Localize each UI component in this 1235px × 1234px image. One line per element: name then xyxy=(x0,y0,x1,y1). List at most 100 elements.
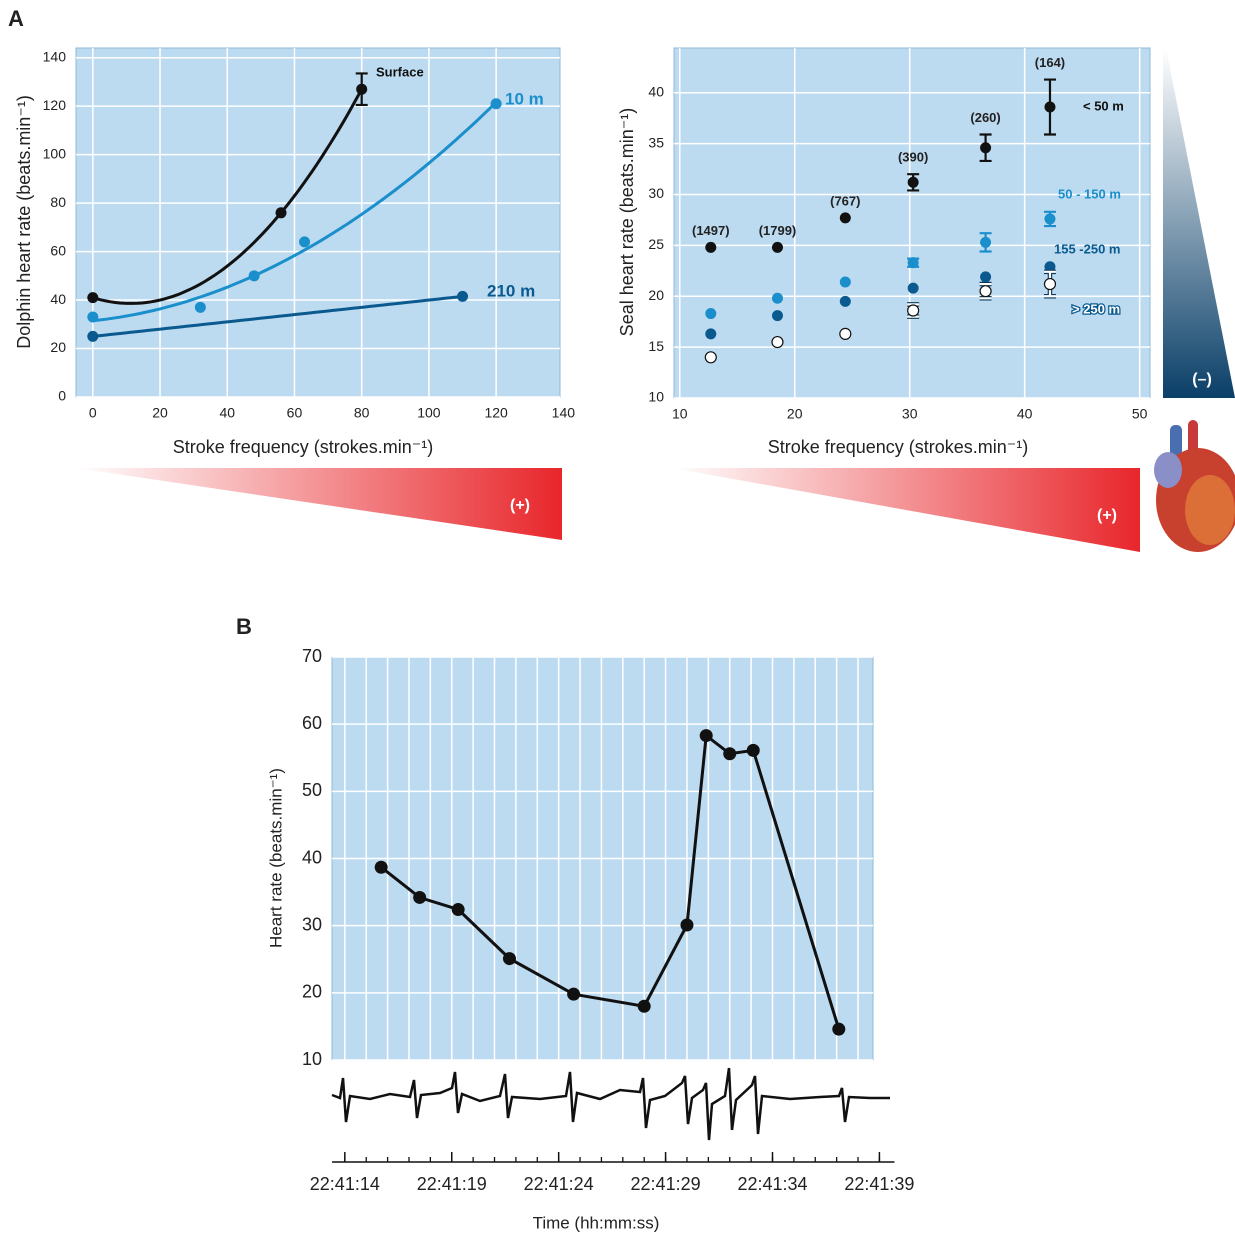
fit-curve xyxy=(92,88,364,305)
fit-curve xyxy=(92,101,498,323)
y-tick-label: 25 xyxy=(648,236,664,252)
data-point xyxy=(907,176,919,188)
data-point xyxy=(567,987,581,1001)
y-axis-label: Heart rate (beats.min⁻¹) xyxy=(266,768,285,948)
heart-icon xyxy=(1154,420,1235,552)
data-point xyxy=(839,276,851,288)
data-point xyxy=(413,890,427,904)
sample-count: (767) xyxy=(830,193,860,208)
panel-label: A xyxy=(8,6,24,31)
x-tick-label: 22:41:39 xyxy=(844,1174,914,1194)
data-point xyxy=(248,270,260,282)
data-point xyxy=(87,311,99,323)
data-point xyxy=(275,207,287,219)
y-tick-label: 10 xyxy=(648,389,664,405)
y-tick-label: 10 xyxy=(302,1049,322,1069)
data-point xyxy=(771,292,783,304)
data-point xyxy=(839,295,851,307)
data-point xyxy=(637,999,651,1013)
x-tick-label: 22:41:14 xyxy=(310,1174,380,1194)
data-point xyxy=(979,285,992,298)
data-point xyxy=(490,98,502,110)
sample-count: (390) xyxy=(898,150,928,165)
series-label: Surface xyxy=(376,64,424,79)
x-tick-label: 22:41:34 xyxy=(737,1174,807,1194)
y-tick-label: 40 xyxy=(50,291,66,307)
y-tick-label: 40 xyxy=(302,847,322,867)
x-tick-label: 22:41:24 xyxy=(524,1174,594,1194)
y-tick-label: 60 xyxy=(50,242,66,258)
y-tick-label: 0 xyxy=(58,388,66,404)
x-tick-label: 22:41:29 xyxy=(631,1174,701,1194)
x-tick-label: 10 xyxy=(672,406,688,422)
y-tick-label: 15 xyxy=(648,338,664,354)
data-point xyxy=(980,142,992,154)
x-axis-label: Stroke frequency (strokes.min⁻¹) xyxy=(173,437,434,457)
x-tick-label: 50 xyxy=(1132,406,1148,422)
sample-count: (164) xyxy=(1035,55,1065,70)
y-tick-label: 140 xyxy=(43,48,67,64)
intensity-gradient xyxy=(672,468,1140,552)
y-tick-label: 20 xyxy=(302,982,322,1002)
series-label: 155 -250 m xyxy=(1054,241,1121,256)
x-tick-label: 40 xyxy=(1017,406,1033,422)
data-point xyxy=(771,335,784,349)
y-tick-label: 100 xyxy=(43,145,67,161)
data-point xyxy=(980,271,992,283)
x-tick-label: 22:41:19 xyxy=(417,1174,487,1194)
x-tick-label: 80 xyxy=(354,405,370,421)
data-point xyxy=(705,308,717,320)
y-tick-label: 120 xyxy=(43,97,67,113)
data-point xyxy=(746,743,760,757)
series-label: 50 - 150 m xyxy=(1058,186,1121,201)
y-axis-label: Seal heart rate (beats.min⁻¹) xyxy=(617,108,637,337)
series-label: 10 m xyxy=(505,89,544,108)
y-tick-label: 20 xyxy=(50,339,66,355)
x-axis-label: Time (hh:mm:ss) xyxy=(533,1213,660,1232)
x-tick-label: 60 xyxy=(287,405,303,421)
series-label: < 50 m xyxy=(1083,98,1124,113)
data-point xyxy=(771,241,783,253)
y-tick-label: 80 xyxy=(50,194,66,210)
x-tick-label: 20 xyxy=(152,405,168,421)
data-point xyxy=(907,257,919,269)
data-point xyxy=(907,304,920,317)
x-tick-label: 140 xyxy=(552,405,576,421)
depth-gradient xyxy=(1163,48,1235,398)
data-point xyxy=(1044,101,1056,113)
ecg-trace xyxy=(331,1067,890,1141)
y-tick-label: 20 xyxy=(648,287,664,303)
data-point xyxy=(980,236,992,248)
panel-label: B xyxy=(236,614,252,639)
y-tick-label: 40 xyxy=(648,83,664,99)
series-label: > 250 m xyxy=(1072,301,1120,316)
plot-area xyxy=(673,47,1151,399)
x-tick-label: 40 xyxy=(219,405,235,421)
sample-count: (260) xyxy=(970,110,1000,125)
data-point xyxy=(87,330,99,342)
data-point xyxy=(704,351,717,364)
data-point xyxy=(723,747,737,761)
y-tick-label: 50 xyxy=(302,780,322,800)
gradient-label: (+) xyxy=(1097,507,1117,524)
data-point xyxy=(771,310,783,322)
data-point xyxy=(1044,261,1056,273)
fit-curve xyxy=(92,294,463,338)
data-point xyxy=(832,1022,846,1036)
y-tick-label: 70 xyxy=(302,646,322,666)
x-tick-label: 30 xyxy=(902,406,918,422)
data-point xyxy=(705,241,717,253)
y-tick-label: 30 xyxy=(302,914,322,934)
x-tick-label: 20 xyxy=(787,406,803,422)
data-point xyxy=(374,860,388,874)
data-point xyxy=(839,212,851,224)
data-point xyxy=(87,292,99,304)
plot-area xyxy=(75,47,561,398)
sample-count: (1497) xyxy=(692,223,730,238)
data-point xyxy=(194,301,206,313)
intensity-gradient xyxy=(76,468,562,540)
data-point xyxy=(1043,277,1057,291)
data-point xyxy=(907,282,919,294)
data-point xyxy=(680,918,694,932)
